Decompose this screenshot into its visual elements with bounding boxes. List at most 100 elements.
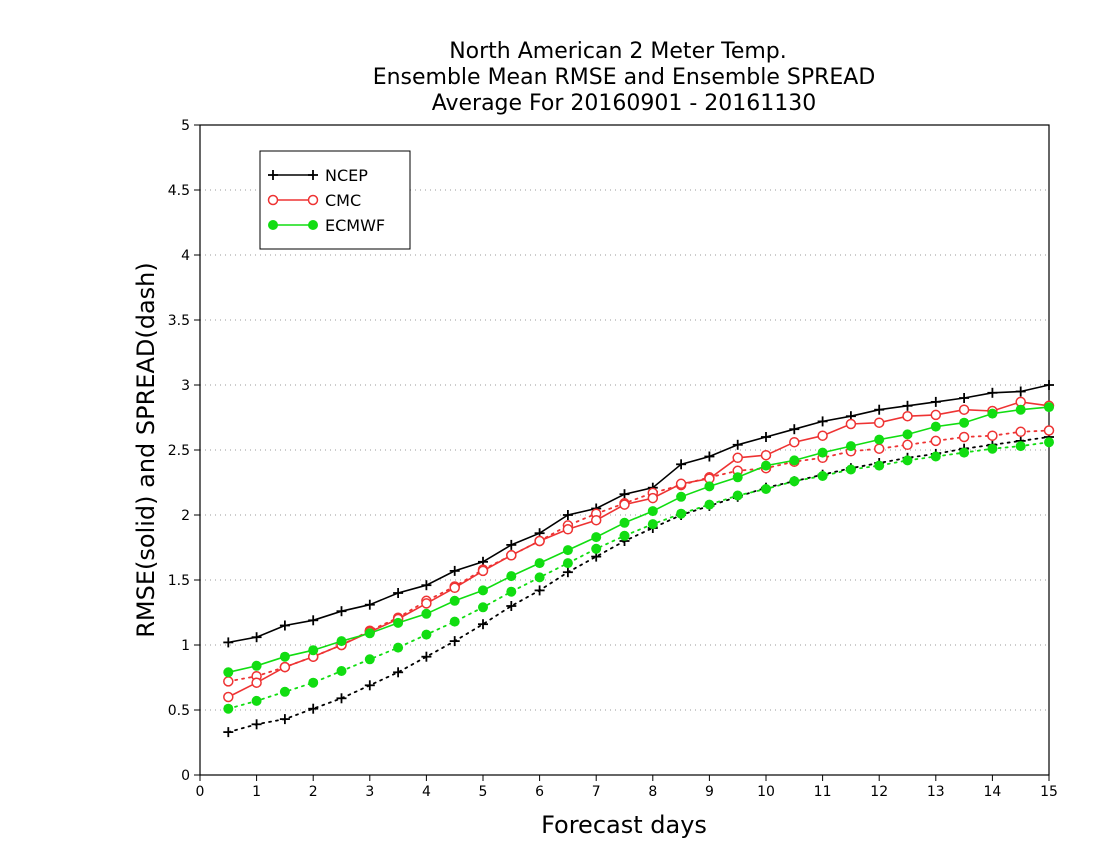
cmc-spread-point-23 (873, 443, 885, 454)
legend-marker-ecmwf-b (308, 220, 318, 230)
ecmwf-spread-point-12 (562, 558, 573, 569)
ncep-rmse-point-0 (223, 637, 234, 648)
ecmwf-rmse-point-6 (393, 617, 404, 628)
x-tick-label-10: 10 (757, 784, 775, 800)
x-tick-label-8: 8 (648, 784, 657, 800)
ncep-rmse-point-26 (959, 393, 970, 403)
cmc-spread-point-27 (987, 430, 998, 441)
cmc-rmse-point-20 (789, 436, 800, 448)
legend-item-ecmwf: ECMWF (268, 216, 385, 235)
ecmwf-spread-point-7 (421, 629, 432, 640)
y-axis-label: RMSE(solid) and SPREAD(dash) (132, 262, 160, 638)
cmc-rmse-point-12 (562, 524, 574, 535)
ecmwf-spread-point-27 (987, 443, 998, 454)
ecmwf-spread-point-22 (845, 464, 856, 475)
axis-ticks: 00.511.522.533.544.550 1 2 3 4 5 6 7 8 9 10 11 12 13 1… (168, 118, 1058, 800)
ecmwf-spread-point-3 (308, 677, 319, 688)
ecmwf-rmse-point-16 (676, 491, 687, 502)
chart-title-line-2: Ensemble Mean RMSE and Ensemble SPREAD (373, 65, 876, 90)
cmc-rmse-point-19 (760, 449, 772, 461)
ecmwf-spread-point-6 (393, 642, 404, 653)
ecmwf-spread-point-23 (874, 460, 885, 471)
ecmwf-rmse-point-23 (874, 434, 885, 445)
y-tick-label-5: 2.5 (168, 443, 190, 459)
cmc-rmse-line (227, 401, 1050, 698)
ecmwf-spread-point-18 (732, 490, 743, 501)
cmc-spread-point-26 (958, 431, 970, 443)
ncep-rmse-point-21 (817, 416, 828, 427)
ecmwf-rmse-point-24 (902, 429, 913, 440)
ncep-rmse-point-2 (279, 620, 290, 631)
ncep-spread-point-8 (449, 636, 460, 647)
ecmwf-spread-point-25 (930, 451, 941, 462)
legend-marker-cmc-a (267, 194, 279, 206)
cmc-rmse-point-14 (619, 499, 630, 510)
x-tick-label-15: 15 (1040, 784, 1058, 800)
x-tick-label-14: 14 (983, 784, 1001, 800)
ecmwf-spread-point-0 (223, 703, 234, 714)
ncep-spread-point-1 (251, 719, 262, 730)
ecmwf-spread-point-14 (619, 530, 630, 541)
ecmwf-rmse-point-19 (761, 460, 771, 471)
ecmwf-rmse-point-14 (619, 517, 630, 528)
cmc-rmse-point-18 (732, 452, 743, 464)
cmc-rmse-point-15 (647, 492, 659, 504)
legend-marker-ncep-a (268, 170, 278, 180)
ecmwf-rmse-point-22 (845, 441, 856, 452)
cmc-rmse-point-2 (279, 661, 291, 673)
cmc-spread-line (227, 429, 1050, 683)
ncep-rmse-point-12 (562, 510, 573, 520)
legend-item-ncep: NCEP (268, 166, 368, 185)
y-tick-label-8: 4 (181, 248, 190, 264)
ecmwf-rmse-point-0 (223, 667, 234, 678)
y-tick-label-6: 3 (181, 378, 190, 394)
ncep-spread-point-9 (478, 619, 488, 630)
cmc-spread-point-28 (1015, 426, 1026, 438)
cmc-spread-point-25 (930, 435, 942, 447)
cmc-rmse-point-9 (477, 565, 489, 577)
ecmwf-rmse-point-4 (336, 636, 347, 647)
ncep-spread-point-6 (393, 667, 404, 678)
ncep-spread-point-5 (364, 680, 375, 691)
ecmwf-rmse-point-28 (1015, 404, 1026, 415)
ecmwf-spread-point-15 (647, 519, 658, 530)
y-tick-label-4: 2 (181, 508, 190, 524)
ncep-rmse-point-25 (930, 396, 941, 407)
ecmwf-rmse-point-5 (364, 628, 375, 639)
ecmwf-spread-point-10 (506, 586, 517, 597)
ncep-rmse-point-6 (393, 588, 404, 598)
ecmwf-rmse-point-17 (704, 481, 715, 492)
ecmwf-spread-point-20 (789, 476, 800, 487)
ecmwf-rmse-point-8 (449, 595, 460, 606)
ncep-rmse-point-7 (421, 580, 432, 591)
ncep-spread-point-3 (308, 703, 319, 714)
x-tick-label-13: 13 (927, 784, 945, 800)
ecmwf-rmse-point-12 (562, 545, 573, 556)
cmc-rmse-point-8 (449, 582, 460, 594)
x-tick-label-3: 3 (365, 784, 374, 800)
ncep-rmse-point-16 (676, 459, 687, 470)
y-tick-label-2: 1 (181, 638, 190, 654)
chart-title-line-3: Average For 20160901 - 20161130 (432, 91, 817, 116)
ncep-spread-point-7 (421, 651, 432, 662)
x-tick-label-9: 9 (705, 784, 714, 800)
x-tick-label-12: 12 (870, 784, 888, 800)
ncep-spread-point-10 (506, 601, 517, 611)
ncep-spread-series (223, 432, 1054, 738)
ecmwf-spread-point-13 (591, 543, 602, 554)
cmc-rmse-series (223, 396, 1055, 703)
ncep-spread-line (227, 436, 1050, 733)
plot-frame (199, 124, 1050, 776)
ncep-rmse-series (223, 380, 1054, 648)
cmc-spread-point-24 (902, 439, 913, 451)
y-tick-label-1: 0.5 (168, 703, 190, 719)
ecmwf-spread-point-8 (449, 616, 460, 627)
ecmwf-rmse-series (223, 402, 1054, 678)
ecmwf-rmse-point-26 (959, 417, 970, 428)
ncep-spread-point-4 (336, 693, 347, 704)
chart-title: North American 2 Meter Temp. Ensemble Me… (373, 39, 876, 116)
ncep-spread-point-12 (562, 567, 573, 578)
grid (200, 189, 1049, 711)
ecmwf-spread-point-11 (534, 572, 545, 583)
